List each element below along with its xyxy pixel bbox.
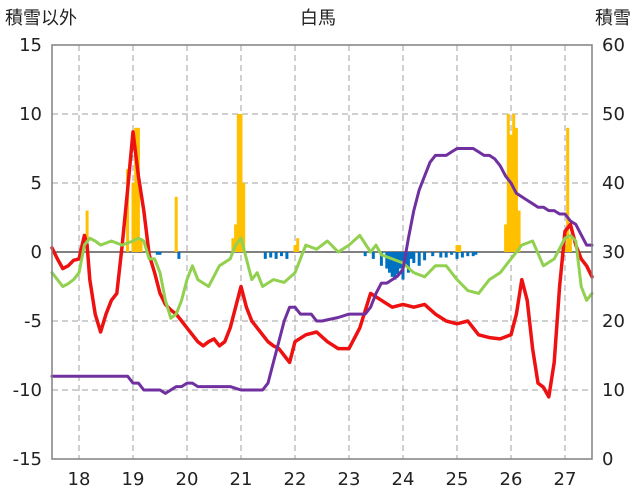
series-line-0 (50, 130, 594, 399)
bar-4-20 (409, 252, 413, 259)
bar-3-16 (504, 224, 508, 252)
x-tick-label: 22 (284, 469, 307, 490)
bar-4-6 (280, 252, 283, 257)
left-tick-label: 5 (31, 173, 42, 194)
bar-3-19 (512, 114, 516, 252)
bar-3-8 (234, 224, 238, 252)
right-tick-label: 40 (602, 173, 625, 194)
bar-4-0 (155, 252, 159, 255)
bar-3-7 (231, 238, 235, 252)
x-tick-label: 19 (122, 469, 145, 490)
left-tick-label: -10 (13, 380, 42, 401)
bar-3-1 (126, 169, 130, 252)
bar-3-0 (85, 210, 89, 252)
bar-3-23 (566, 127, 570, 252)
bar-3-4 (136, 127, 140, 252)
x-tick-label: 20 (176, 469, 199, 490)
bar-3-18 (509, 134, 513, 252)
right-tick-label: 30 (602, 242, 625, 263)
bar-4-13 (390, 252, 394, 277)
right-tick-label: 0 (602, 449, 613, 470)
right-axis-label: 積雪 (595, 8, 631, 29)
bar-4-31 (471, 252, 475, 257)
bar-4-28 (455, 252, 459, 259)
plot-frame (51, 44, 593, 460)
bar-4-5 (274, 252, 278, 259)
bar-4-24 (431, 252, 435, 257)
left-axis-label: 積雪以外 (5, 8, 77, 29)
bar-4-30 (466, 252, 470, 257)
series-line-2 (50, 147, 594, 395)
x-tick-label: 23 (338, 469, 361, 490)
x-tick-label: 26 (500, 469, 523, 490)
bar-3-6 (174, 196, 178, 252)
bar-3-24 (568, 238, 572, 252)
left-tick-label: 15 (19, 35, 42, 56)
bar-4-7 (285, 252, 289, 259)
bar-4-21 (412, 252, 416, 264)
x-tick-label: 25 (446, 469, 469, 490)
bar-3-20 (514, 127, 518, 252)
x-tick-label: 21 (230, 469, 253, 490)
right-tick-label: 50 (602, 104, 625, 125)
bar-4-23 (423, 252, 427, 261)
bar-3-5 (139, 238, 143, 252)
x-tick-label: 27 (554, 469, 577, 490)
bar-4-25 (439, 252, 443, 258)
bar-3-12 (293, 245, 297, 252)
bar-4-4 (269, 252, 273, 258)
bar-4-29 (460, 252, 464, 258)
bar-4-8 (363, 252, 367, 257)
bar-4-16 (398, 252, 402, 269)
left-tick-label: -5 (24, 311, 42, 332)
bar-3-15 (458, 245, 462, 252)
x-tick-label: 18 (68, 469, 91, 490)
bar-4-1 (158, 252, 162, 255)
bar-4-11 (385, 252, 389, 269)
bar-3-14 (455, 245, 459, 252)
bar-4-12 (388, 252, 391, 273)
bar-3-3 (134, 127, 138, 252)
bar-3-10 (239, 114, 243, 252)
bar-4-26 (444, 252, 448, 258)
bar-4-9 (371, 252, 375, 259)
bar-3-21 (517, 210, 521, 252)
bar-4-14 (393, 252, 397, 280)
bar-3-17 (506, 114, 510, 252)
series-line-1 (50, 233, 594, 320)
chart-title: 白馬 (300, 8, 336, 29)
right-tick-label: 10 (602, 380, 625, 401)
line-series (50, 130, 594, 399)
left-tick-label: 10 (19, 104, 42, 125)
bar-3-2 (131, 183, 135, 252)
bar-3-9 (236, 114, 240, 252)
bar-4-22 (417, 252, 421, 266)
right-tick-label: 60 (602, 35, 625, 56)
left-tick-label: -15 (13, 449, 42, 470)
bar-4-15 (396, 252, 400, 275)
bar-3-11 (242, 183, 246, 252)
bar-3-13 (296, 238, 300, 252)
bar-4-19 (406, 252, 410, 273)
bar-4-2 (177, 252, 181, 259)
bar-4-3 (263, 252, 267, 259)
bar-4-27 (450, 252, 454, 255)
left-tick-label: 0 (31, 242, 42, 263)
bar-4-32 (474, 252, 478, 255)
right-tick-label: 20 (602, 311, 625, 332)
x-tick-label: 24 (392, 469, 415, 490)
bar-4-10 (379, 252, 383, 266)
